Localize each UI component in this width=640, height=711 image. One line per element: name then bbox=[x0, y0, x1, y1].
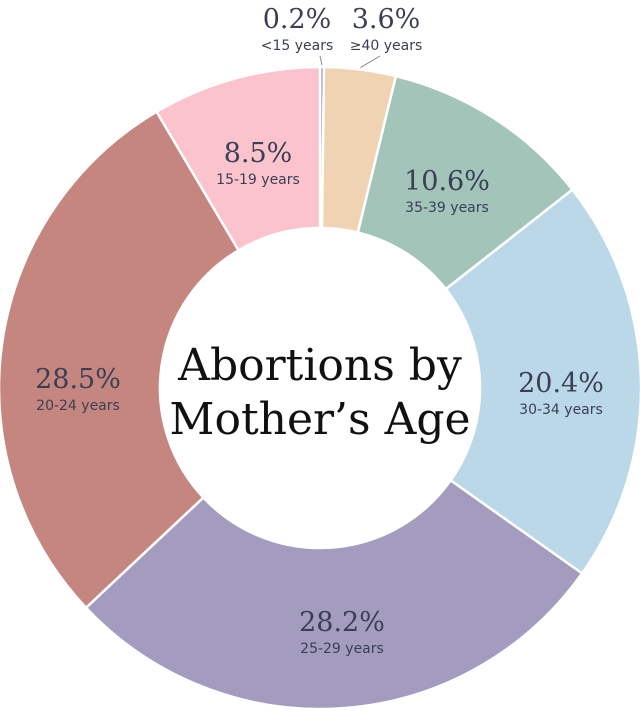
slices-group bbox=[0, 65, 640, 711]
leader-line-over-40-years bbox=[360, 55, 381, 68]
chart-title-line-1: Abortions by bbox=[177, 340, 462, 391]
labels-group: 0.2% <15 years 3.6% ≥40 years 10.6% 35-39 yea… bbox=[35, 4, 604, 657]
category-label-35-39-years: 35-39 years bbox=[405, 200, 489, 216]
slice-15-19-years bbox=[154, 65, 322, 252]
leader-line-under-15-years bbox=[319, 55, 323, 66]
slice-30-34-years bbox=[444, 187, 640, 576]
chart-title-line-2: Mother’s Age bbox=[169, 394, 470, 445]
category-label-under-15-years: <15 years bbox=[261, 38, 334, 54]
value-label-15-19-years: 8.5% bbox=[224, 138, 293, 169]
center-group: Abortions by Mother’s Age bbox=[169, 340, 470, 445]
slice-25-29-years bbox=[84, 478, 584, 711]
value-label-35-39-years: 10.6% bbox=[404, 166, 490, 197]
value-label-25-29-years: 28.2% bbox=[299, 607, 385, 638]
category-label-over-40-years: ≥40 years bbox=[350, 38, 423, 54]
value-label-over-40-years: 3.6% bbox=[352, 4, 421, 35]
category-label-30-34-years: 30-34 years bbox=[519, 402, 603, 418]
category-label-25-29-years: 25-29 years bbox=[300, 641, 384, 657]
value-label-20-24-years: 28.5% bbox=[35, 364, 121, 395]
value-label-30-34-years: 20.4% bbox=[518, 368, 604, 399]
category-label-15-19-years: 15-19 years bbox=[216, 172, 300, 188]
value-label-under-15-years: 0.2% bbox=[263, 4, 332, 35]
category-label-20-24-years: 20-24 years bbox=[36, 398, 120, 414]
slice-20-24-years bbox=[0, 109, 241, 610]
